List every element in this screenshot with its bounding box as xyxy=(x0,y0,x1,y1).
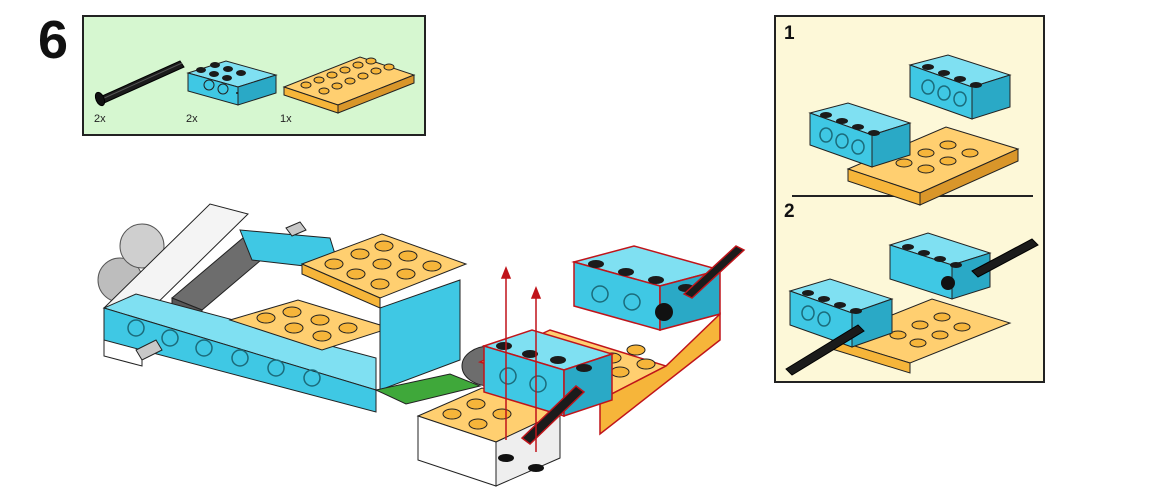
left-azure-beam xyxy=(102,293,377,413)
substep-2-illustration xyxy=(785,232,1039,376)
substep-1-number: 1 xyxy=(784,23,795,44)
substep-2-number: 2 xyxy=(784,201,795,222)
middle-azure-block xyxy=(379,279,461,391)
green-plate xyxy=(374,373,482,405)
technic-beam-part xyxy=(186,60,278,106)
substep-1-illustration xyxy=(808,54,1020,206)
wheel-back xyxy=(119,223,165,269)
axle-quantity: 2x xyxy=(94,113,106,125)
insert-arrow-left xyxy=(500,265,512,440)
main-build-illustration xyxy=(97,203,746,487)
insert-arrow-right xyxy=(530,285,542,452)
plate-part xyxy=(282,56,416,114)
gray-pin-back xyxy=(285,221,307,237)
axle-part xyxy=(94,60,185,107)
plate-quantity: 1x xyxy=(280,113,292,125)
axle-rear xyxy=(682,245,746,299)
gray-pin-left xyxy=(135,339,163,361)
beam-quantity: 2x xyxy=(186,113,198,125)
substep-illustrations xyxy=(785,54,1039,376)
substep-panel: 1 2 xyxy=(774,15,1045,383)
step-number: 6 xyxy=(38,10,69,70)
parts-list-panel: 2x 2x 1x xyxy=(82,15,426,136)
axle-front xyxy=(520,385,586,445)
orange-plate-top xyxy=(300,233,468,309)
parts-illustration xyxy=(94,56,416,114)
